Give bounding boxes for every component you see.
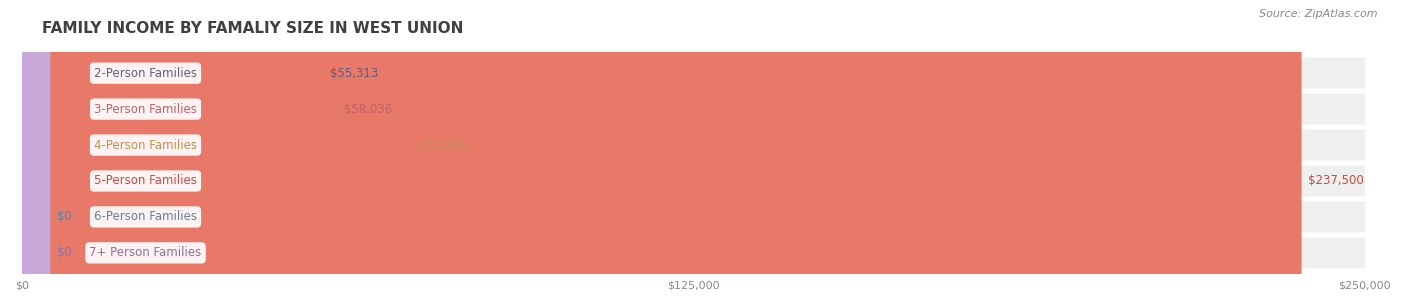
- FancyBboxPatch shape: [22, 58, 1365, 89]
- Text: 3-Person Families: 3-Person Families: [94, 102, 197, 116]
- FancyBboxPatch shape: [22, 237, 1365, 268]
- Text: 6-Person Families: 6-Person Families: [94, 210, 197, 224]
- FancyBboxPatch shape: [22, 130, 1365, 160]
- Text: 2-Person Families: 2-Person Families: [94, 67, 197, 80]
- Text: FAMILY INCOME BY FAMALIY SIZE IN WEST UNION: FAMILY INCOME BY FAMALIY SIZE IN WEST UN…: [42, 21, 464, 36]
- FancyBboxPatch shape: [22, 94, 1365, 124]
- FancyBboxPatch shape: [18, 0, 323, 305]
- Text: $237,500: $237,500: [1309, 174, 1364, 188]
- Text: 5-Person Families: 5-Person Families: [94, 174, 197, 188]
- Text: Source: ZipAtlas.com: Source: ZipAtlas.com: [1260, 9, 1378, 19]
- Text: $55,313: $55,313: [330, 67, 378, 80]
- FancyBboxPatch shape: [18, 0, 51, 305]
- Text: $58,036: $58,036: [344, 102, 392, 116]
- Text: $71,696: $71,696: [418, 138, 467, 152]
- FancyBboxPatch shape: [18, 0, 51, 305]
- Text: $0: $0: [56, 246, 72, 259]
- FancyBboxPatch shape: [18, 0, 411, 305]
- Text: $0: $0: [56, 210, 72, 224]
- FancyBboxPatch shape: [18, 0, 1302, 305]
- FancyBboxPatch shape: [22, 202, 1365, 232]
- FancyBboxPatch shape: [22, 166, 1365, 196]
- Text: 7+ Person Families: 7+ Person Families: [90, 246, 201, 259]
- Text: 4-Person Families: 4-Person Families: [94, 138, 197, 152]
- FancyBboxPatch shape: [18, 0, 337, 305]
